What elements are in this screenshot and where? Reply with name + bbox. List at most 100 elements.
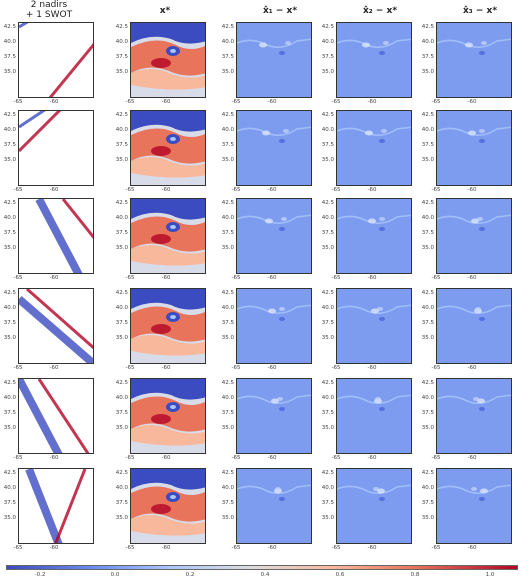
x-tick-label: -65 — [431, 275, 441, 281]
diff3-panel-row5 — [436, 378, 512, 454]
y-tick-label: 35.0 — [321, 335, 334, 341]
y-tick-label: 35.0 — [3, 425, 16, 431]
y-tick-label: 37.5 — [321, 230, 334, 236]
x-tick-label: -60 — [161, 99, 171, 105]
y-tick-label: 42.5 — [421, 470, 434, 476]
y-tick-label: 42.5 — [115, 470, 128, 476]
y-tick-label: 42.5 — [3, 200, 16, 206]
y-tick-label: 35.0 — [221, 515, 234, 521]
y-tick-label: 42.5 — [221, 470, 234, 476]
x-tick-label: -65 — [125, 365, 135, 371]
x-tick-label: -65 — [13, 545, 23, 551]
y-tick-label: 40.0 — [321, 127, 334, 133]
y-tick-label: 42.5 — [321, 200, 334, 206]
y-tick-label: 37.5 — [3, 410, 16, 416]
truth-panel-row2 — [130, 110, 206, 186]
y-tick-label: 42.5 — [221, 200, 234, 206]
y-tick-label: 40.0 — [221, 39, 234, 45]
y-tick-label: 40.0 — [421, 305, 434, 311]
y-tick-label: 40.0 — [115, 485, 128, 491]
x-tick-label: -60 — [49, 99, 59, 105]
y-tick-label: 35.0 — [421, 157, 434, 163]
diff1-panel-row6 — [236, 468, 312, 544]
x-tick-label: -60 — [161, 187, 171, 193]
diff3-panel-row1 — [436, 22, 512, 98]
y-tick-label: 40.0 — [115, 39, 128, 45]
y-tick-label: 40.0 — [3, 215, 16, 221]
diff2-panel-row4 — [336, 288, 412, 364]
y-tick-label: 42.5 — [115, 380, 128, 386]
y-tick-label: 40.0 — [3, 127, 16, 133]
y-tick-label: 35.0 — [321, 245, 334, 251]
colorbar-tick-label: -0.2 — [34, 572, 46, 578]
y-tick-label: 35.0 — [115, 69, 128, 75]
x-tick-label: -60 — [267, 455, 277, 461]
y-tick-label: 37.5 — [321, 320, 334, 326]
truth-panel-row3 — [130, 198, 206, 274]
obs-panel-row6 — [18, 468, 94, 544]
diff1-panel-row3 — [236, 198, 312, 274]
x-tick-label: -65 — [231, 99, 241, 105]
y-tick-label: 40.0 — [221, 395, 234, 401]
y-tick-label: 40.0 — [321, 485, 334, 491]
y-tick-label: 42.5 — [421, 24, 434, 30]
y-tick-label: 40.0 — [3, 39, 16, 45]
x-tick-label: -60 — [367, 275, 377, 281]
y-tick-label: 42.5 — [221, 112, 234, 118]
y-tick-label: 37.5 — [115, 54, 128, 60]
y-tick-label: 37.5 — [321, 142, 334, 148]
x-tick-label: -65 — [231, 275, 241, 281]
x-tick-label: -60 — [367, 365, 377, 371]
y-tick-label: 35.0 — [3, 245, 16, 251]
x-tick-label: -60 — [49, 455, 59, 461]
x-tick-label: -65 — [331, 275, 341, 281]
y-tick-label: 37.5 — [3, 230, 16, 236]
x-tick-label: -65 — [13, 365, 23, 371]
truth-panel-row6 — [130, 468, 206, 544]
y-tick-label: 37.5 — [115, 142, 128, 148]
x-tick-label: -65 — [331, 365, 341, 371]
col-header-observations: 2 nadirs + 1 SWOT — [25, 0, 73, 20]
obs-panel-row2 — [18, 110, 94, 186]
y-tick-label: 35.0 — [3, 69, 16, 75]
y-tick-label: 42.5 — [3, 112, 16, 118]
y-tick-label: 40.0 — [115, 215, 128, 221]
truth-panel-row4 — [130, 288, 206, 364]
y-tick-label: 35.0 — [321, 515, 334, 521]
diff1-panel-row1 — [236, 22, 312, 98]
obs-panel-row5 — [18, 378, 94, 454]
y-tick-label: 37.5 — [115, 410, 128, 416]
y-tick-label: 42.5 — [321, 112, 334, 118]
y-tick-label: 37.5 — [421, 230, 434, 236]
y-tick-label: 35.0 — [221, 335, 234, 341]
colorbar-tick-label: 1.0 — [485, 572, 495, 578]
y-tick-label: 35.0 — [221, 425, 234, 431]
y-tick-label: 37.5 — [321, 500, 334, 506]
y-tick-label: 37.5 — [421, 142, 434, 148]
diff2-panel-row2 — [336, 110, 412, 186]
y-tick-label: 42.5 — [221, 290, 234, 296]
y-tick-label: 35.0 — [3, 157, 16, 163]
y-tick-label: 40.0 — [421, 127, 434, 133]
y-tick-label: 37.5 — [421, 54, 434, 60]
y-tick-label: 35.0 — [321, 157, 334, 163]
x-tick-label: -65 — [431, 545, 441, 551]
diff1-panel-row4 — [236, 288, 312, 364]
x-tick-label: -60 — [467, 455, 477, 461]
x-tick-label: -60 — [49, 365, 59, 371]
y-tick-label: 42.5 — [3, 470, 16, 476]
y-tick-label: 42.5 — [221, 380, 234, 386]
x-tick-label: -60 — [467, 99, 477, 105]
y-tick-label: 40.0 — [321, 39, 334, 45]
col-header-diff-2: x̂₂ − x* — [362, 6, 398, 16]
colorbar-tick-label: 0.2 — [185, 572, 195, 578]
y-tick-label: 35.0 — [115, 245, 128, 251]
x-tick-label: -65 — [125, 275, 135, 281]
y-tick-label: 40.0 — [321, 395, 334, 401]
y-tick-label: 40.0 — [3, 485, 16, 491]
x-tick-label: -65 — [231, 545, 241, 551]
col-header-diff-1: x̂₁ − x* — [262, 6, 298, 16]
y-tick-label: 35.0 — [115, 425, 128, 431]
y-tick-label: 40.0 — [221, 215, 234, 221]
y-tick-label: 35.0 — [115, 157, 128, 163]
